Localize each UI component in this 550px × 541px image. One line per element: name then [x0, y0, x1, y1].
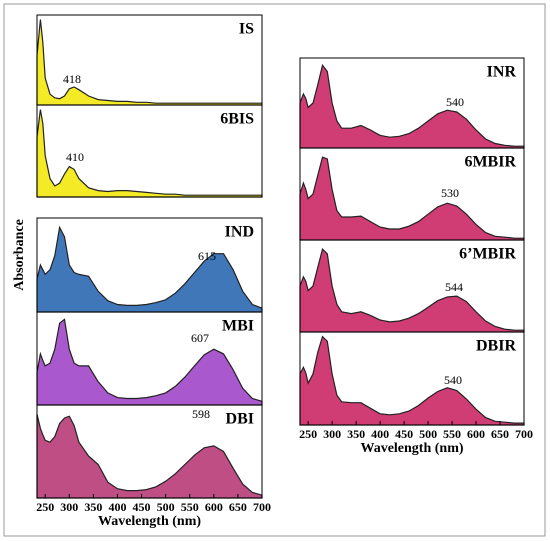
peak-label: 540	[446, 95, 464, 109]
panel-title: MBI	[222, 318, 254, 335]
x-tick-label: 350	[84, 500, 102, 514]
x-tick-label: 650	[229, 500, 247, 514]
peak-label: 598	[192, 407, 210, 421]
x-tick-label: 450	[133, 500, 151, 514]
spectrum-area	[36, 109, 263, 198]
x-tick-label: 600	[467, 427, 485, 441]
x-tick-label: 500	[419, 427, 437, 441]
x-tick-label: 450	[395, 427, 413, 441]
x-tick-label: 400	[108, 500, 126, 514]
x-axis-label: Wavelength (nm)	[98, 514, 201, 529]
spectrum-area	[299, 248, 525, 333]
spectrum-area	[36, 414, 263, 499]
x-axis-label: Wavelength (nm)	[360, 441, 463, 456]
x-tick-label: 700	[253, 500, 271, 514]
panel-frame	[36, 104, 263, 198]
peak-label: 410	[66, 150, 84, 164]
peak-label: 540	[444, 373, 462, 387]
peak-label: 530	[441, 186, 459, 200]
peak-label: 615	[198, 249, 216, 263]
x-tick-label: 550	[181, 500, 199, 514]
x-tick-label: 300	[323, 427, 341, 441]
x-tick-label: 400	[371, 427, 389, 441]
x-tick-label: 250	[299, 427, 317, 441]
spectrum-area	[299, 335, 525, 426]
panel-frame	[299, 331, 525, 426]
spectrum-area	[299, 156, 525, 241]
panel-title: IND	[225, 224, 254, 241]
panel-title: 6MBIR	[464, 154, 516, 171]
figure-border	[3, 3, 546, 537]
panel-title: 6BIS	[220, 111, 254, 128]
panel-frame	[36, 404, 263, 499]
y-axis-label: Absorbance	[12, 219, 27, 291]
peak-label: 418	[63, 72, 81, 86]
x-tick-label: 650	[491, 427, 509, 441]
x-tick-label: 550	[443, 427, 461, 441]
panel-title: DBIR	[476, 338, 516, 355]
spectrum-area	[36, 318, 263, 406]
x-tick-label: 600	[205, 500, 223, 514]
spectrum-area	[36, 225, 263, 313]
x-tick-label: 500	[157, 500, 175, 514]
panel-title: DBI	[226, 411, 254, 428]
peak-label: 544	[445, 280, 463, 294]
x-tick-label: 250	[36, 500, 54, 514]
x-tick-label: 300	[60, 500, 78, 514]
x-tick-label: 700	[515, 427, 533, 441]
x-tick-label: 350	[347, 427, 365, 441]
panel-title: INR	[487, 64, 517, 81]
spectrum-area	[36, 19, 263, 106]
peak-label: 607	[191, 331, 209, 345]
panel-title: IS	[239, 21, 254, 38]
panel-title: 6’MBIR	[459, 246, 516, 263]
spectrum-area	[299, 63, 525, 149]
